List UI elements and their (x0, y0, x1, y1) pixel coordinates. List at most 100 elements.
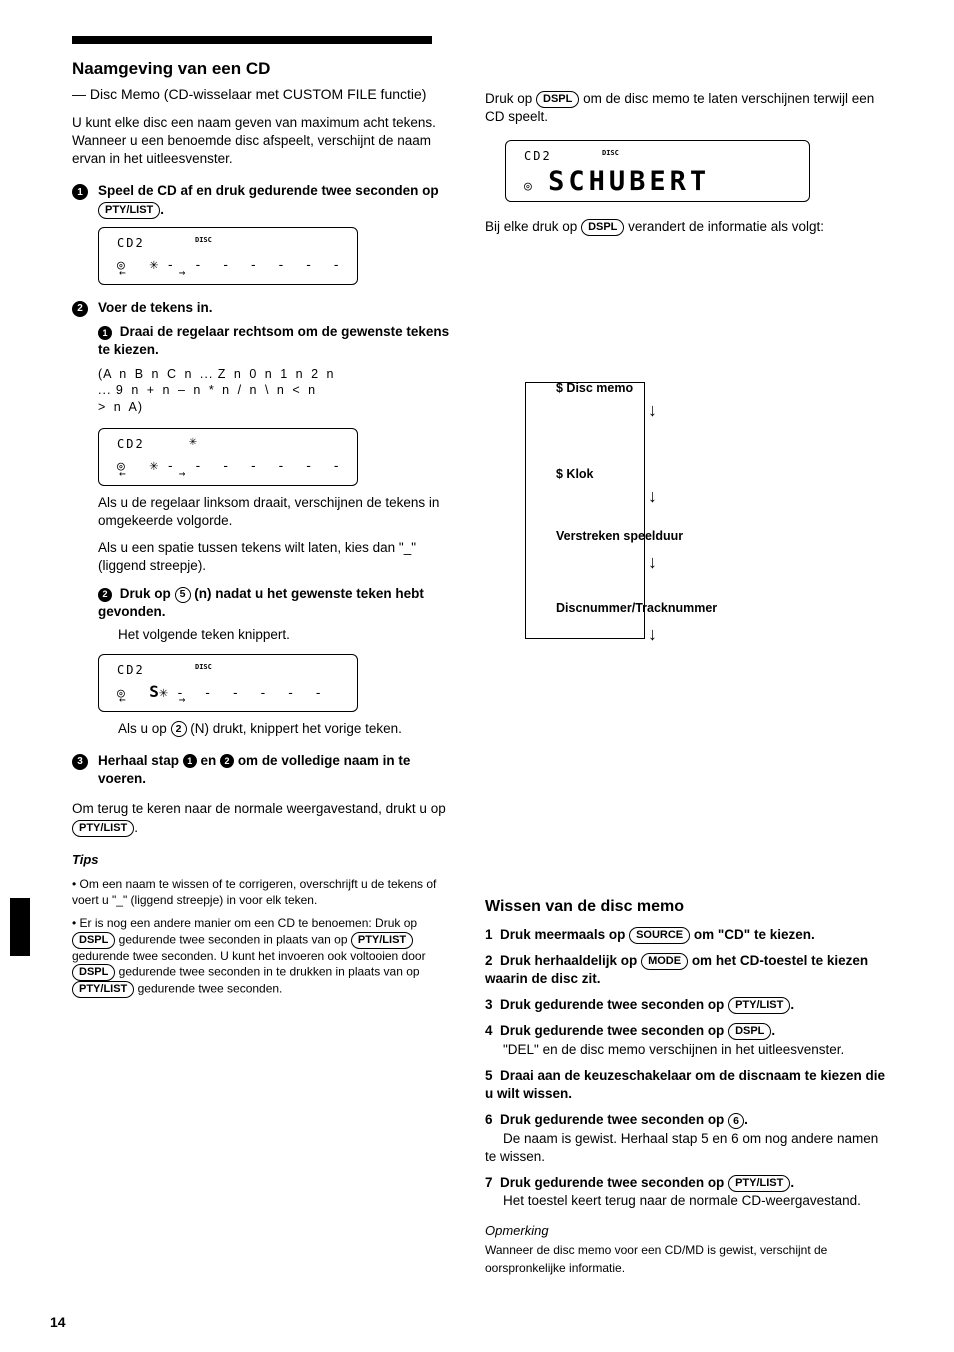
dspl-button-ref: DSPL (536, 91, 579, 108)
step1-text-a: Speel de CD af en druk gedurende twee se… (98, 183, 439, 198)
dspl-button-ref: DSPL (581, 219, 624, 236)
ptylist-button-ref: PTY/LIST (72, 820, 134, 837)
disc-icon (524, 178, 532, 194)
disp1-dashes: - - - - - - - (166, 258, 346, 273)
es6b: . (744, 1112, 748, 1127)
erase-step3: 3 Druk gedurende twee seconden op PTY/LI… (485, 996, 885, 1014)
note-label: Opmerking (485, 1223, 549, 1238)
tip2c: gedurende twee seconden. U kunt het invo… (72, 949, 426, 963)
ref-bullet-1: 1 (183, 754, 197, 768)
substep1-text: Draai de regelaar rechtsom om de gewenst… (98, 324, 449, 357)
tip2: • Er is nog een andere manier om een CD … (72, 916, 452, 998)
es7note: Het toestel keert terug naar de normale … (503, 1193, 861, 1208)
es3b: . (790, 997, 794, 1012)
left-column: Naamgeving van een CD — Disc Memo (CD-wi… (72, 36, 452, 1006)
step-bullet-3: 3 (72, 754, 88, 770)
s3b: en (197, 753, 220, 768)
flow-item-0: $ Disc memo (556, 380, 633, 397)
flow-item-3: Discnummer/Tracknummer (556, 600, 717, 617)
blank-note: Als u een spatie tussen tekens wilt late… (98, 539, 452, 575)
rp2a: Bij elke druk op (485, 219, 581, 234)
intro-text: U kunt elke disc een naam geven van maxi… (72, 114, 452, 169)
step2-content: Voer de tekens in. 1 Draai de regelaar r… (98, 299, 452, 420)
ptylist-button-ref: PTY/LIST (72, 981, 134, 998)
es1b: om "CD" te kiezen. (690, 927, 815, 942)
flow-item-2: Verstreken speelduur (556, 528, 683, 545)
ptylist-button-ref: PTY/LIST (728, 1175, 790, 1192)
ptylist-button-ref: PTY/LIST (98, 202, 160, 219)
button-6-ref: 6 (728, 1113, 744, 1129)
erase-step7: 7 Druk gedurende twee seconden op PTY/LI… (485, 1174, 885, 1210)
es4b: . (771, 1023, 775, 1038)
erase-title: Wissen van de disc memo (485, 896, 885, 918)
erase-section: Wissen van de disc memo 1 Druk meermaals… (485, 896, 885, 1285)
mode-button-ref: MODE (641, 953, 688, 970)
lcd-display-2: CD2 ✳ - - - - - - - ← → (98, 428, 358, 486)
lcd-display-wide: CD2 DISC SCHUBERT (505, 140, 810, 202)
disp2-disc-small (189, 449, 193, 457)
page-title: Naamgeving van een CD (72, 58, 452, 81)
back-a: Als u op (118, 721, 171, 736)
page-number: 14 (50, 1313, 66, 1332)
tip2b: gedurende twee seconden in plaats van op (115, 933, 351, 947)
substep-bullet-1: 1 (98, 326, 112, 340)
dispw-text: SCHUBERT (548, 166, 710, 197)
right-para1: Druk op DSPL om de disc memo te laten ve… (485, 90, 885, 126)
reverse-note: Als u de regelaar linksom draait, versch… (98, 494, 452, 530)
substep-bullet-2: 2 (98, 588, 112, 602)
tip2a: • Er is nog een andere manier om een CD … (72, 916, 417, 930)
ptylist-button-ref: PTY/LIST (728, 997, 790, 1014)
es4a: Druk gedurende twee seconden op (500, 1023, 728, 1038)
back-b: (N) drukt, knippert het vorige teken. (190, 721, 402, 736)
step3-content: Herhaal stap 1 en 2 om de volledige naam… (98, 752, 452, 788)
erase-step5: 5 Draai aan de keuzeschakelaar om de dis… (485, 1067, 885, 1103)
es4note: "DEL" en de disc memo verschijnen in het… (503, 1042, 844, 1057)
tips-label: Tips (72, 852, 99, 867)
es2a: Druk herhaaldelijk op (500, 953, 641, 968)
section-bar (72, 36, 432, 44)
lcd-arrows: ← → (119, 266, 185, 281)
es7b: . (790, 1175, 794, 1190)
tip2d: gedurende twee seconden in te drukken in… (115, 965, 419, 979)
page-subtitle: — Disc Memo (CD-wisselaar met CUSTOM FIL… (72, 85, 452, 104)
erase-step2: 2 Druk herhaaldelijk op MODE om het CD-t… (485, 952, 885, 988)
es5a: Draai aan de keuzeschakelaar om de discn… (485, 1068, 885, 1101)
substep2: 2 Druk op 5 (n) nadat u het gewenste tek… (98, 585, 452, 644)
arrow-down-icon: ↓ (648, 622, 657, 646)
right-para2: Bij elke druk op DSPL verandert de infor… (485, 218, 885, 236)
substep2-under: Het volgende teken knippert. (118, 626, 452, 644)
step1-content: Speel de CD af en druk gedurende twee se… (98, 182, 452, 218)
dspl-button-ref: DSPL (72, 964, 115, 981)
step1-text-b: . (160, 202, 164, 217)
dispw-disc: DISC (602, 149, 619, 158)
button-5-ref: 5 (175, 587, 191, 603)
button-2-ref: 2 (171, 721, 187, 737)
note-text: Wanneer de disc memo voor een CD/MD is g… (485, 1243, 827, 1275)
lcd-arrows: ← → (119, 467, 185, 482)
step-bullet-2: 2 (72, 301, 88, 317)
es1a: Druk meermaals op (500, 927, 629, 942)
cursor-top-icon: ✳ (189, 433, 197, 451)
character-sequence: (A n B n C n ... Z n 0 n 1 n 2 n ... 9 n… (98, 366, 452, 417)
disp2-dashes: - - - - - - - (166, 459, 346, 474)
erase-step1: 1 Druk meermaals op SOURCE om "CD" te ki… (485, 926, 885, 944)
lcd-display-3: CD2 DISC S - - - - - - ← → (98, 654, 358, 712)
note-block: Opmerking Wanneer de disc memo voor een … (485, 1222, 885, 1277)
disp3-disc: DISC (195, 663, 212, 672)
ref-bullet-2: 2 (220, 754, 234, 768)
s3a: Herhaal stap (98, 753, 183, 768)
lcd-arrows: ← → (119, 693, 185, 708)
step2-label: Voer de tekens in. (98, 300, 213, 315)
ptylist-button-ref: PTY/LIST (351, 932, 413, 949)
disp1-track: CD2 (117, 236, 145, 250)
es6a: Druk gedurende twee seconden op (500, 1112, 728, 1127)
arrow-down-icon: ↓ (648, 484, 657, 508)
rp2b: verandert de informatie als volgt: (624, 219, 824, 234)
es3a: Druk gedurende twee seconden op (500, 997, 728, 1012)
arrow-down-icon: ↓ (648, 550, 657, 574)
erase-step4: 4 Druk gedurende twee seconden op DSPL. … (485, 1022, 885, 1058)
lcd-display-1: CD2 DISC - - - - - - - ← → (98, 227, 358, 285)
dispw-track: CD2 (524, 149, 552, 163)
es6note: De naam is gewist. Herhaal stap 5 en 6 o… (485, 1131, 878, 1164)
dspl-button-ref: DSPL (72, 932, 115, 949)
